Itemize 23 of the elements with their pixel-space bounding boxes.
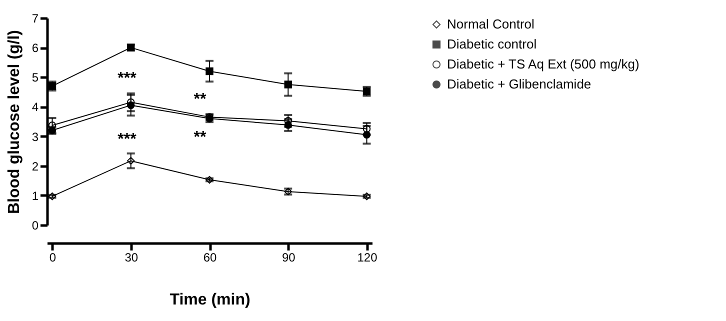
y-tick-label: 0	[32, 218, 39, 232]
legend-label: Diabetic control	[447, 36, 537, 52]
y-tick-label: 5	[32, 70, 39, 85]
annotation: **	[194, 91, 207, 108]
y-tick-label: 1	[32, 188, 39, 203]
y-tick-label: 4	[32, 100, 39, 114]
annotation: ***	[118, 70, 138, 87]
annotation: **	[194, 129, 207, 146]
x-tick-label: 0	[49, 250, 56, 264]
annotation: ***	[118, 131, 138, 148]
x-tick-label: 90	[282, 250, 296, 264]
x-tick-label: 30	[124, 250, 138, 264]
legend-label: Normal Control	[447, 16, 535, 32]
y-axis-title: Blood glucose level (g/l)	[6, 30, 23, 214]
y-tick-label: 2	[32, 159, 39, 174]
x-tick-label: 120	[357, 250, 378, 264]
x-tick-label: 60	[203, 250, 217, 264]
y-tick-label: 7	[32, 12, 39, 26]
legend-label: Diabetic + TS Aq Ext (500 mg/kg)	[447, 56, 640, 72]
x-axis-title: Time (min)	[170, 292, 250, 308]
legend-label: Diabetic + Glibenclamide	[447, 76, 592, 92]
y-tick-label: 3	[32, 130, 39, 144]
y-tick-label: 6	[32, 41, 39, 56]
